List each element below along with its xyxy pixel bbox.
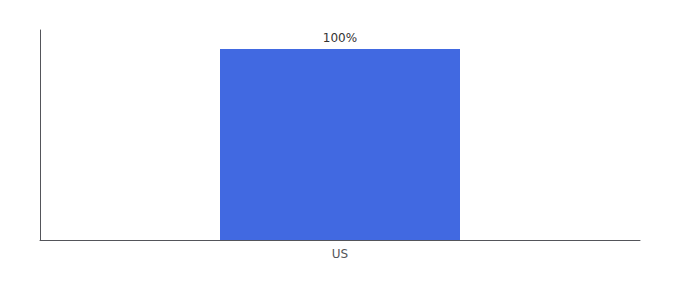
svg-text:US: US — [332, 247, 348, 261]
svg-text:100%: 100% — [323, 31, 357, 45]
